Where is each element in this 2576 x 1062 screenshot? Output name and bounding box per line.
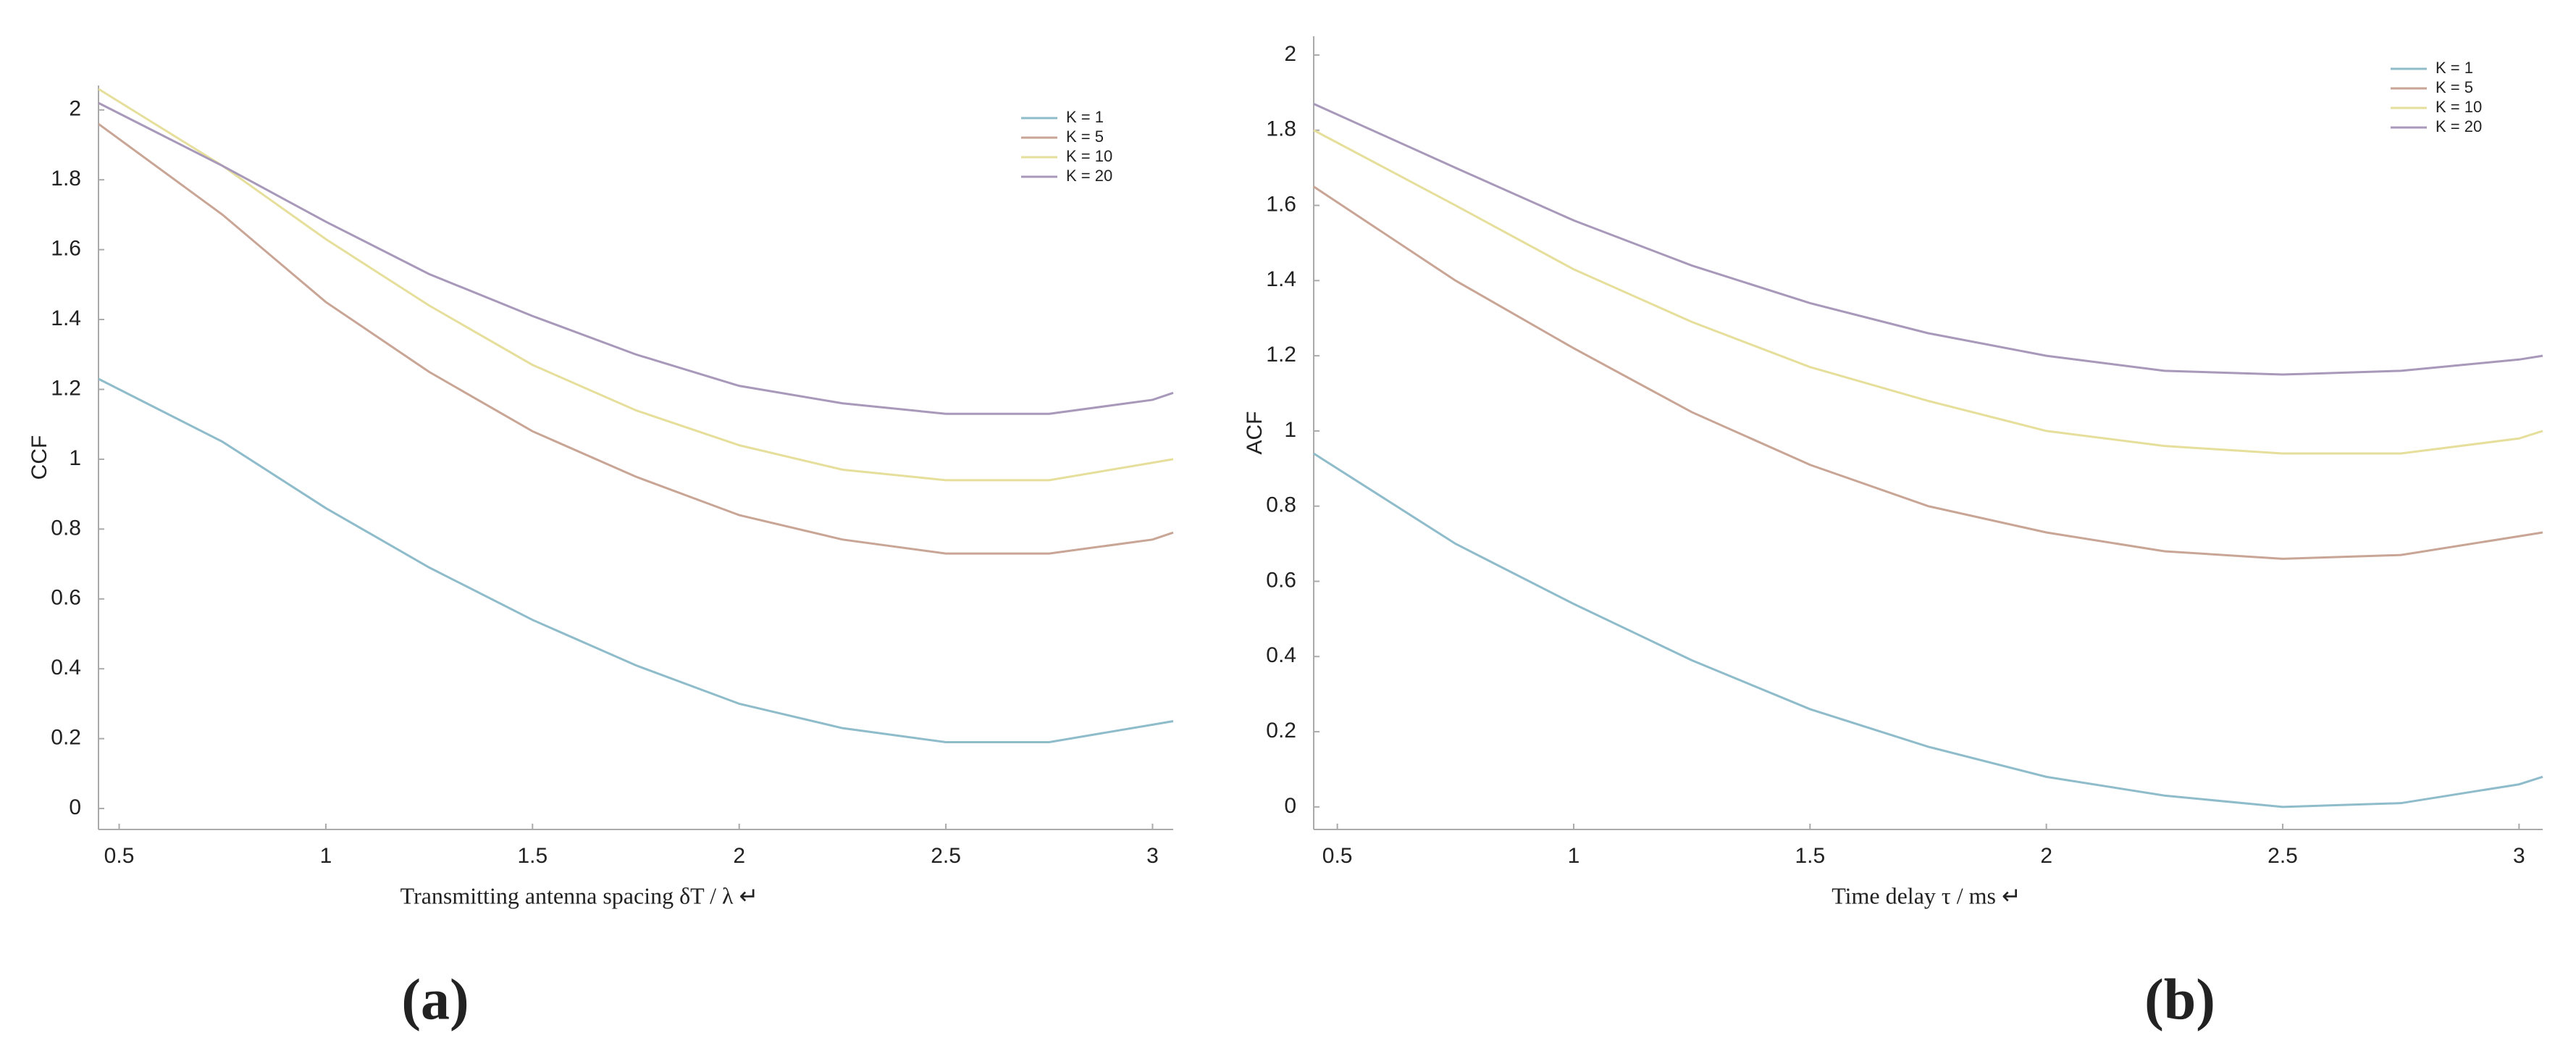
data-line [98, 88, 1174, 482]
legend-label: K = 20 [1066, 167, 1112, 185]
data-line [98, 122, 1174, 555]
data-line [1313, 129, 2543, 455]
y-tick-label: 1.2 [51, 376, 81, 400]
x-tick-label: 2 [2040, 844, 2052, 868]
y-tick-label: 0.8 [51, 516, 81, 540]
x-tick-label: 1.5 [517, 844, 547, 868]
x-axis-label: Time delay τ / ms ↵ [1832, 882, 2021, 908]
legend-label: K = 1 [1066, 108, 1104, 126]
legend-label: K = 20 [2436, 117, 2482, 135]
x-tick-label: 0.5 [104, 844, 135, 868]
data-line [98, 101, 1174, 415]
legend-label: K = 5 [2436, 78, 2473, 96]
y-tick-label: 1.4 [51, 306, 81, 330]
y-tick-label: 2 [69, 97, 81, 121]
panel-label: (a) [401, 968, 469, 1032]
y-tick-label: 1 [69, 446, 81, 470]
data-line [1313, 452, 2543, 808]
y-tick-label: 1.6 [1266, 192, 1296, 216]
x-tick-label: 2.5 [931, 844, 961, 868]
y-tick-label: 1.8 [51, 167, 81, 191]
data-line [1313, 103, 2543, 376]
y-tick-label: 0 [1284, 794, 1296, 818]
legend-label: K = 1 [2436, 59, 2473, 77]
y-tick-label: 0.2 [1266, 719, 1296, 743]
x-tick-label: 1 [1568, 844, 1580, 868]
x-tick-label: 2 [733, 844, 745, 868]
legend-label: K = 10 [1066, 147, 1112, 165]
y-tick-label: 0.8 [1266, 493, 1296, 517]
x-axis-label: Transmitting antenna spacing δT / λ ↵ [400, 882, 759, 908]
y-tick-label: 2 [1284, 42, 1296, 66]
y-tick-label: 0.6 [51, 586, 81, 610]
x-tick-label: 2.5 [2267, 844, 2298, 868]
y-tick-label: 1.8 [1266, 117, 1296, 141]
y-tick-label: 0.6 [1266, 568, 1296, 592]
y-tick-label: 0.2 [51, 726, 81, 750]
y-axis-label: ACF [1243, 411, 1267, 455]
data-line [98, 377, 1174, 743]
y-tick-label: 0.4 [1266, 643, 1296, 667]
y-tick-label: 0.4 [51, 656, 81, 680]
y-axis-label: CCF [28, 435, 51, 480]
x-tick-label: 0.5 [1322, 844, 1353, 868]
data-line [1313, 185, 2543, 560]
x-tick-label: 1.5 [1795, 844, 1825, 868]
legend-label: K = 5 [1066, 127, 1104, 146]
y-tick-label: 1.6 [51, 237, 81, 261]
x-tick-label: 3 [1146, 844, 1159, 868]
y-tick-label: 1.4 [1266, 267, 1296, 291]
y-tick-label: 0 [69, 795, 81, 819]
x-tick-label: 1 [320, 844, 332, 868]
x-tick-label: 3 [2513, 844, 2525, 868]
y-tick-label: 1.2 [1266, 343, 1296, 367]
y-tick-label: 1 [1284, 418, 1296, 442]
legend-label: K = 10 [2436, 98, 2482, 116]
panel-label: (b) [2144, 968, 2215, 1032]
